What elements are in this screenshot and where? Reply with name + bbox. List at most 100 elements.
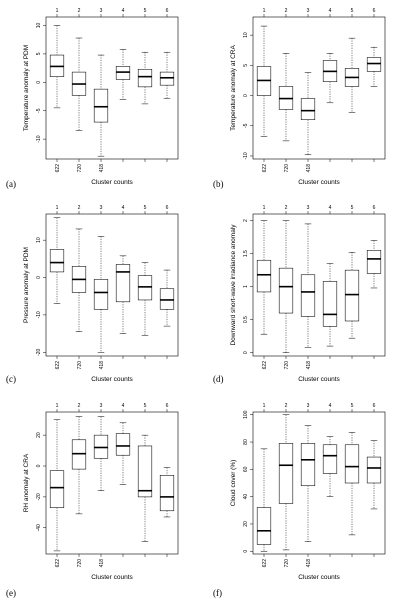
box-4: [115, 422, 131, 485]
box-iqr: [300, 98, 316, 120]
top-tick-label: 6: [166, 8, 169, 14]
box-6: [366, 440, 382, 510]
box-2: [278, 414, 294, 551]
y-tick-label: 10: [36, 237, 42, 243]
y-tick-label: 0: [243, 351, 249, 354]
chart-panel-2: -10 -5 0 5 10 1 2 3 4 5 6 622 720 418 Temperature anom…: [213, 8, 386, 189]
box-6: [159, 51, 175, 99]
top-tick-label: 1: [263, 205, 266, 211]
top-tick-label: 2: [78, 403, 81, 409]
count-label: 418: [99, 361, 105, 370]
top-tick-label: 4: [329, 403, 332, 409]
box-3: [93, 416, 109, 491]
count-label: 418: [99, 164, 105, 173]
y-tick-label: 0: [36, 81, 42, 84]
count-label: 720: [284, 164, 290, 173]
y-tick-label: 0.5: [243, 316, 249, 323]
box-iqr: [322, 281, 338, 327]
chart-panel-5: -40 -20 0 20 1 2 3 4 5 6 622 720 418 RH anomaly at CR…: [6, 403, 179, 598]
top-tick-label: 2: [285, 8, 288, 14]
count-label: 720: [284, 559, 290, 568]
panel-label: (c): [6, 374, 16, 384]
box-5: [137, 262, 153, 336]
box-iqr: [159, 71, 175, 86]
top-tick-label: 2: [285, 205, 288, 211]
box-iqr: [278, 267, 294, 314]
box-6: [366, 46, 382, 87]
box-3: [93, 54, 109, 157]
count-label: 720: [77, 164, 83, 173]
top-tick-label: 1: [263, 403, 266, 409]
y-tick-label: 1: [243, 285, 249, 288]
box-5: [137, 434, 153, 542]
count-label: 418: [306, 559, 312, 568]
box-1: [49, 419, 65, 552]
top-tick-label: 5: [351, 205, 354, 211]
y-tick-label: 2: [243, 219, 249, 222]
chart-panel-3: -20 -10 0 10 1 2 3 4 5 6 622 720 418 Pressure anomaly…: [6, 205, 179, 384]
plot-frame: [45, 213, 179, 357]
count-label: 720: [284, 361, 290, 370]
box-2: [71, 37, 87, 131]
y-tick-label: 0: [36, 276, 42, 279]
top-tick-label: 5: [144, 205, 147, 211]
top-tick-label: 1: [56, 8, 59, 14]
box-6: [366, 240, 382, 289]
x-axis-label: Cluster counts: [91, 574, 133, 581]
count-label: 622: [55, 361, 61, 370]
plot-frame: [45, 16, 179, 160]
count-label: 418: [306, 361, 312, 370]
panel-label: (b): [213, 179, 224, 189]
x-axis-label: Cluster counts: [298, 376, 340, 383]
y-axis-label: Downward short-wave irradiance anomaly: [230, 224, 237, 346]
y-tick-label: -10: [243, 152, 249, 159]
box-4: [322, 436, 338, 497]
y-axis-label: RH anomaly at CRA: [23, 453, 30, 512]
y-tick-label: 1.5: [243, 250, 249, 257]
box-3: [300, 223, 316, 348]
plot-frame: [252, 411, 386, 555]
top-tick-label: 4: [122, 205, 125, 211]
top-tick-label: 3: [307, 205, 310, 211]
box-1: [256, 25, 272, 137]
x-axis-label: Cluster counts: [91, 376, 133, 383]
y-tick-label: -20: [36, 348, 42, 355]
y-tick-label: 40: [243, 494, 249, 500]
top-tick-label: 1: [56, 403, 59, 409]
top-tick-label: 4: [122, 8, 125, 14]
box-iqr: [256, 259, 272, 293]
x-axis-label: Cluster counts: [298, 574, 340, 581]
count-label: 622: [262, 164, 268, 173]
count-label: 622: [55, 559, 61, 568]
box-iqr: [366, 456, 382, 484]
top-tick-label: 6: [373, 8, 376, 14]
box-iqr: [366, 250, 382, 274]
y-tick-label: 10: [36, 23, 42, 29]
count-label: 418: [306, 164, 312, 173]
y-tick-label: -5: [243, 123, 249, 128]
top-tick-label: 6: [373, 205, 376, 211]
box-5: [344, 432, 360, 536]
y-axis-label: Temperature anomaly at PDM: [23, 45, 30, 131]
top-tick-label: 3: [307, 8, 310, 14]
top-tick-label: 4: [122, 403, 125, 409]
box-4: [322, 53, 338, 104]
y-tick-label: -10: [36, 135, 42, 142]
chart-panel-1: -10 -5 0 5 10 1 2 3 4 5 6 622 720 418 Temperature anom…: [6, 8, 179, 189]
box-iqr: [137, 445, 153, 498]
count-label: 418: [99, 559, 105, 568]
box-iqr: [49, 249, 65, 273]
box-iqr: [344, 444, 360, 484]
y-tick-label: 0: [243, 550, 249, 553]
y-tick-label: 20: [36, 432, 42, 438]
box-iqr: [278, 443, 294, 504]
y-tick-label: 0: [243, 94, 249, 97]
plot-frame: [252, 213, 386, 357]
box-3: [300, 425, 316, 542]
x-axis-label: Cluster counts: [298, 179, 340, 186]
plot-frame: [252, 16, 386, 160]
top-tick-label: 3: [100, 8, 103, 14]
y-axis-label: Cloud cover (%): [230, 460, 237, 507]
panel-label: (d): [213, 374, 224, 384]
box-iqr: [93, 279, 109, 310]
